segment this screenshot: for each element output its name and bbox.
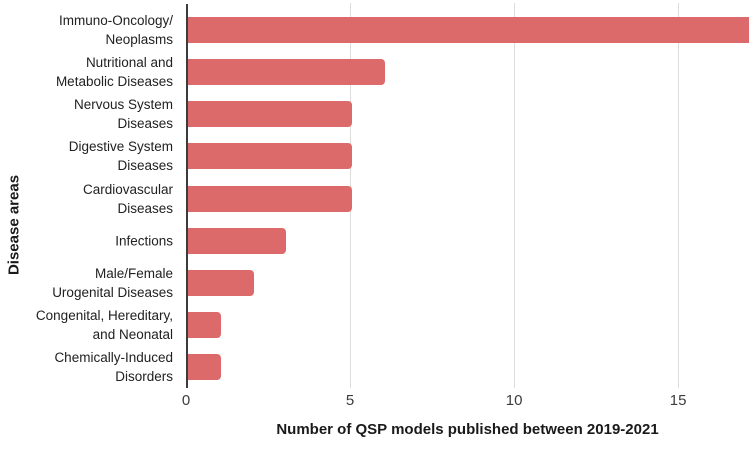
bar[interactable]	[188, 354, 221, 381]
category-label: Nervous System Diseases	[73, 97, 173, 132]
y-axis-line	[186, 4, 188, 388]
category-label: Immuno-Oncology/Neoplasms	[58, 12, 173, 47]
x-tick-label: 5	[345, 392, 355, 409]
plot-area	[186, 3, 749, 388]
x-axis-ticks: 0 5 10 15	[182, 392, 749, 410]
bar[interactable]	[188, 16, 749, 43]
bar[interactable]	[188, 185, 353, 212]
category-labels: Immuno-Oncology/Neoplasms Nutritional and…	[0, 3, 180, 388]
x-tick-label: 0	[181, 392, 191, 409]
bar[interactable]	[188, 101, 353, 128]
category-label: Congenital, Hereditary, and Neonatal	[35, 308, 173, 343]
category-label: Male/Female Urogenital Diseases	[52, 265, 173, 300]
category-label: Chemically-Induced Disorders	[54, 350, 173, 385]
bar[interactable]	[188, 143, 353, 170]
gridline-x-10	[514, 3, 516, 388]
category-label: Cardiovascular Diseases	[82, 181, 173, 216]
bar[interactable]	[188, 269, 254, 296]
category-label: Nutritional and Metabolic Diseases	[55, 54, 173, 89]
x-axis-title: Number of QSP models published between 2…	[276, 421, 659, 438]
x-tick-label: 10	[505, 392, 523, 409]
bar[interactable]	[188, 227, 287, 254]
category-label: Infections	[115, 233, 173, 249]
x-tick-label: 15	[669, 392, 687, 409]
bar[interactable]	[188, 312, 221, 339]
bar[interactable]	[188, 58, 385, 85]
gridline-x-15	[678, 3, 680, 388]
category-label: Digestive System Diseases	[68, 139, 173, 174]
